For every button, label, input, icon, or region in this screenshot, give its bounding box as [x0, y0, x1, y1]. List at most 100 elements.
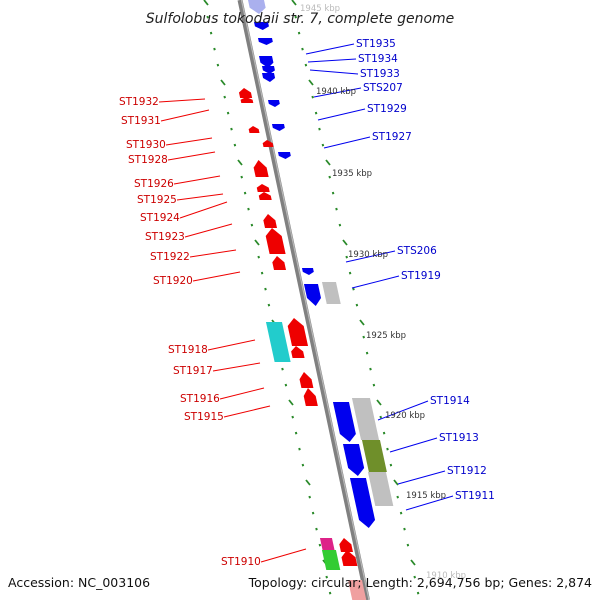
leader-line-reverse-8	[377, 400, 429, 421]
backbone-highlight	[240, 0, 370, 600]
tick-marks	[203, 0, 420, 595]
tick-mark-outer-right	[318, 127, 321, 131]
reverse-gene-8	[277, 152, 291, 159]
gene-label-sts207[interactable]: STS207	[363, 82, 403, 94]
backbone-line	[237, 0, 370, 600]
grey-feature-b	[367, 472, 394, 506]
tick-mark-outer-left	[315, 527, 318, 531]
reverse-gene-st1919	[303, 284, 322, 306]
tick-mark-outer-left	[230, 127, 233, 131]
tick-mark-outer-right	[406, 543, 410, 547]
gene-label-st1935[interactable]: ST1935	[356, 38, 396, 50]
tick-mark-outer-left	[203, 0, 209, 6]
leader-line-forward-6	[179, 201, 228, 219]
leader-line-forward-7	[184, 223, 233, 238]
tick-mark-outer-right	[413, 575, 416, 579]
gene-label-st1932[interactable]: ST1932	[119, 96, 159, 108]
forward-gene-11	[291, 346, 305, 358]
forward-gene-13	[303, 388, 318, 406]
forward-gene-14	[339, 538, 353, 552]
scale-label-1940: 1940 kbp	[316, 87, 356, 97]
magenta-feature	[319, 538, 335, 550]
gene-label-sts206[interactable]: STS206	[397, 245, 437, 257]
forward-gene-8	[265, 228, 286, 254]
scale-label-1915: 1915 kbp	[406, 491, 446, 501]
forward-gene-0	[238, 88, 253, 98]
tick-mark-outer-right	[291, 0, 297, 6]
tick-mark-outer-left	[284, 383, 288, 387]
reverse-gene-st1914	[332, 402, 356, 442]
gene-label-st1915[interactable]: ST1915	[184, 411, 224, 423]
leader-line-forward-11	[212, 362, 261, 372]
tick-mark-outer-right	[376, 399, 382, 406]
tick-mark-outer-right	[301, 47, 304, 51]
gene-label-st1911[interactable]: ST1911	[455, 490, 495, 502]
reverse-gene-6	[267, 100, 280, 107]
gene-label-st1923[interactable]: ST1923	[145, 231, 185, 243]
leader-line-reverse-0	[305, 43, 355, 55]
gene-label-st1919[interactable]: ST1919	[401, 270, 441, 282]
gene-label-st1918[interactable]: ST1918	[168, 344, 208, 356]
tick-mark-outer-right	[311, 95, 314, 99]
tick-mark-outer-left	[209, 31, 213, 35]
tick-mark-outer-left	[294, 431, 298, 435]
gene-label-st1931[interactable]: ST1931	[121, 115, 161, 127]
leader-line-forward-1	[160, 109, 210, 122]
scale-label-1925: 1925 kbp	[366, 331, 406, 341]
forward-gene-6	[258, 192, 272, 200]
tick-mark-outer-left	[233, 143, 237, 147]
tick-mark-outer-right	[403, 527, 406, 531]
gene-label-st1929[interactable]: ST1929	[367, 103, 407, 115]
tick-mark-outer-left	[250, 223, 254, 227]
gene-label-st1925[interactable]: ST1925	[137, 194, 177, 206]
scale-label-1930: 1930 kbp	[348, 250, 388, 260]
tick-mark-outer-right	[396, 495, 399, 499]
leader-line-forward-12	[219, 387, 265, 400]
accession-text: Accession: NC_003106	[8, 575, 150, 590]
tick-mark-outer-left	[325, 575, 328, 579]
gene-label-st1927[interactable]: ST1927	[372, 131, 412, 143]
leader-line-forward-4	[173, 175, 221, 185]
tick-mark-outer-left	[257, 255, 260, 259]
tick-mark-outer-left	[260, 271, 264, 275]
tick-mark-outer-left	[267, 303, 271, 307]
gene-label-st1916[interactable]: ST1916	[180, 393, 220, 405]
gene-label-st1920[interactable]: ST1920	[153, 275, 193, 287]
tick-mark-outer-left	[216, 63, 220, 67]
leader-line-forward-2	[165, 137, 213, 146]
tick-mark-outer-right	[359, 319, 365, 326]
forward-gene-1	[240, 97, 254, 103]
gene-label-st1930[interactable]: ST1930	[126, 139, 166, 151]
gene-label-st1934[interactable]: ST1934	[358, 53, 398, 65]
forward-gene-9	[272, 256, 287, 270]
leader-line-reverse-9	[389, 437, 438, 453]
leader-line-reverse-1	[307, 58, 357, 63]
gene-label-st1922[interactable]: ST1922	[150, 251, 190, 263]
reverse-gene-4	[261, 66, 275, 74]
gene-label-st1928[interactable]: ST1928	[128, 154, 168, 166]
leader-line-reverse-10	[397, 470, 446, 485]
gene-label-st1913[interactable]: ST1913	[439, 432, 479, 444]
gene-label-st1914[interactable]: ST1914	[430, 395, 470, 407]
reverse-gene-5	[261, 73, 276, 82]
gene-label-st1910[interactable]: ST1910	[221, 556, 261, 568]
forward-gene-12	[299, 372, 314, 388]
tick-mark-outer-right	[389, 463, 393, 467]
forward-strand-labels: ST1932 ST1931 ST1930 ST1928 ST1926 ST192…	[119, 96, 261, 568]
tick-mark-outer-left	[291, 415, 294, 419]
gene-label-st1917[interactable]: ST1917	[173, 365, 213, 377]
tick-mark-outer-left	[288, 399, 294, 406]
tick-mark-outer-right	[410, 559, 416, 566]
forward-gene-5	[256, 184, 270, 192]
gene-label-st1933[interactable]: ST1933	[360, 68, 400, 80]
leader-line-reverse-11	[405, 495, 454, 511]
tick-mark-outer-left	[243, 191, 247, 195]
leader-line-reverse-4	[317, 108, 366, 121]
reverse-gene-1	[253, 22, 269, 30]
gene-label-st1912[interactable]: ST1912	[447, 465, 487, 477]
gene-label-st1924[interactable]: ST1924	[140, 212, 180, 224]
scale-label-1920: 1920 kbp	[385, 411, 425, 421]
gene-label-st1926[interactable]: ST1926	[134, 178, 174, 190]
tick-mark-outer-right	[297, 31, 301, 35]
reverse-gene-2	[257, 38, 273, 45]
